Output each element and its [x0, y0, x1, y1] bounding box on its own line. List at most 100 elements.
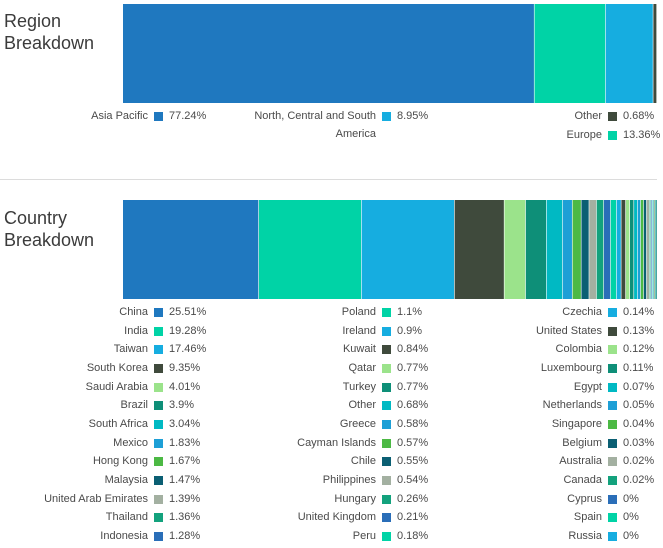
legend-swatch: [608, 363, 617, 373]
legend-value: 0.07%: [623, 381, 655, 393]
legend-item-mexico: Mexico 1.83%: [113, 434, 201, 452]
legend-swatch: [154, 456, 163, 466]
legend-item-south-korea: South Korea 9.35%: [87, 359, 201, 377]
legend-item-poland: Poland 1.1%: [342, 303, 423, 321]
bar-segment-china: [123, 200, 259, 299]
legend-swatch: [382, 456, 391, 466]
legend-swatch: [608, 326, 617, 336]
legend-swatch: [382, 475, 391, 485]
legend-swatch: [608, 438, 617, 448]
bar-segment-philippines: [646, 200, 650, 299]
legend-swatch: [608, 419, 617, 429]
legend-item-taiwan: Taiwan 17.46%: [114, 340, 207, 358]
legend-value: 0.57%: [397, 437, 429, 449]
legend-value: 1.39%: [169, 493, 201, 505]
legend-label: Kuwait: [342, 343, 376, 355]
bar-segment-taiwan: [361, 200, 455, 299]
bar-segment-north-central-and-south-america: [605, 4, 653, 103]
legend-swatch: [608, 531, 617, 541]
legend-value: 0.77%: [397, 362, 429, 374]
legend-value: 1.83%: [169, 437, 201, 449]
legend-value: 1.28%: [169, 530, 201, 542]
legend-item-czechia: Czechia 0.14%: [562, 303, 654, 321]
legend-swatch: [154, 344, 163, 354]
legend-item-hungary: Hungary 0.26%: [334, 490, 428, 508]
legend-label: Hungary: [334, 493, 376, 505]
region-title: Region Breakdown: [4, 11, 95, 53]
legend-swatch: [382, 512, 391, 522]
legend-swatch: [154, 382, 163, 392]
legend-item-europe: Europe 13.36%: [567, 126, 661, 144]
bar-segment-hungary: [649, 200, 651, 299]
legend-item-netherlands: Netherlands 0.05%: [543, 396, 655, 414]
legend-value: 19.28%: [169, 325, 207, 337]
legend-item-russia: Russia 0%: [568, 527, 639, 545]
bar-segment-kuwait: [621, 200, 626, 299]
legend-label: Belgium: [562, 437, 602, 449]
legend-value: 1.1%: [397, 306, 423, 318]
region-stacked-bar: [123, 4, 657, 103]
legend-value: 25.51%: [169, 306, 207, 318]
legend-swatch: [154, 326, 163, 336]
legend-value: 0.04%: [623, 418, 655, 430]
bar-segment-cayman-islands: [640, 200, 644, 299]
legend-swatch: [608, 344, 617, 354]
legend-label: United Kingdom: [297, 511, 376, 523]
legend-swatch: [382, 531, 391, 541]
legend-value: 9.35%: [169, 362, 201, 374]
legend-label: Cayman Islands: [297, 437, 376, 449]
legend-value: 8.95%: [397, 110, 429, 122]
legend-value: 4.01%: [169, 381, 201, 393]
legend-swatch: [608, 382, 617, 392]
legend-label: Brazil: [120, 399, 148, 411]
legend-value: 0%: [623, 493, 639, 505]
legend-item-singapore: Singapore 0.04%: [552, 415, 655, 433]
legend-item-luxembourg: Luxembourg 0.11%: [541, 359, 654, 377]
legend-value: 0.84%: [397, 343, 429, 355]
legend-item-chile: Chile 0.55%: [351, 452, 428, 470]
legend-label: Peru: [352, 530, 376, 542]
legend-item-kuwait: Kuwait 0.84%: [343, 340, 429, 358]
legend-swatch: [382, 111, 391, 121]
legend-swatch: [382, 344, 391, 354]
legend-label: Taiwan: [113, 343, 148, 355]
legend-swatch: [608, 512, 617, 522]
legend-item-cayman-islands: Cayman Islands 0.57%: [297, 434, 429, 452]
legend-swatch: [608, 130, 617, 140]
legend-label: Malaysia: [104, 474, 148, 486]
legend-swatch: [608, 111, 617, 121]
legend-label: Egypt: [573, 381, 602, 393]
legend-swatch: [154, 512, 163, 522]
legend-item-greece: Greece 0.58%: [340, 415, 429, 433]
legend-value: 77.24%: [169, 110, 207, 122]
bar-segment-malaysia: [581, 200, 589, 299]
legend-swatch: [382, 400, 391, 410]
bar-segment-south-africa: [546, 200, 563, 299]
legend-item-cyprus: Cyprus 0%: [567, 490, 639, 508]
bar-segment-poland: [610, 200, 617, 299]
bar-segment-asia-pacific: [123, 4, 534, 103]
bar-segment-hong-kong: [572, 200, 581, 299]
legend-label: China: [119, 306, 148, 318]
legend-value: 0.18%: [397, 530, 429, 542]
legend-value: 13.36%: [623, 129, 661, 141]
legend-value: 0.21%: [397, 511, 429, 523]
legend-label: Czechia: [562, 306, 602, 318]
legend-swatch: [154, 419, 163, 429]
legend-item-turkey: Turkey 0.77%: [343, 378, 428, 396]
legend-swatch: [154, 475, 163, 485]
legend-swatch: [382, 494, 391, 504]
legend-item-thailand: Thailand 1.36%: [106, 508, 200, 526]
bar-segment-brazil: [525, 200, 547, 299]
legend-label: North, Central and South America: [254, 110, 376, 140]
legend-label: Colombia: [555, 343, 602, 355]
legend-label: Mexico: [113, 437, 148, 449]
legend-swatch: [382, 326, 391, 336]
legend-value: 0.58%: [397, 418, 429, 430]
bar-segment-india: [258, 200, 362, 299]
legend-label: Australia: [559, 455, 602, 467]
bar-segment-indonesia: [603, 200, 611, 299]
legend-item-malaysia: Malaysia 1.47%: [105, 471, 201, 489]
section-divider: [0, 179, 657, 180]
legend-item-united-states: United States 0.13%: [536, 322, 654, 340]
